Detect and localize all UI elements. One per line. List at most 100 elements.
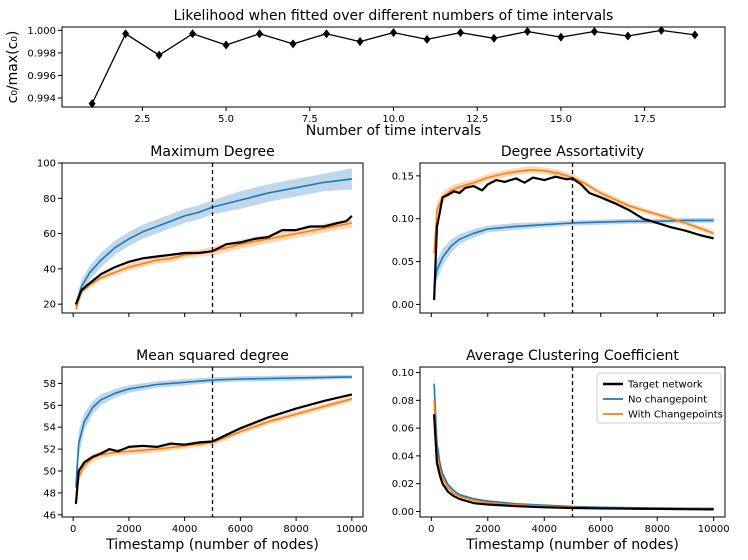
mean-squared-degree-line-withcp [75,398,353,504]
avg-clustering-ytick-label-3: 0.06 [392,424,414,435]
degree-assortativity-line-withcp [433,169,714,254]
likelihood-xtick-label-6: 17.5 [634,114,656,125]
mean-squared-degree-xtick-label-5: 10000 [336,524,368,535]
legend-label-nochange: No changepoint [628,395,707,406]
mean-squared-degree-ytick-label-4: 54 [43,423,56,434]
avg-clustering-xtick-label-5: 10000 [698,524,730,535]
avg-clustering-xtick-label-2: 4000 [532,524,557,535]
avg-clustering-line-target [433,414,714,511]
mean-squared-degree-line-target [74,393,353,504]
avg-clustering-xtick-label-0: 0 [428,524,434,535]
likelihood-point-7 [289,39,297,49]
legend-box [596,372,722,424]
likelihood-ylabel: c₀/max(c₀) [5,31,21,104]
mean-squared-degree-ytick-label-1: 48 [43,488,56,499]
legend-label-withcp: With Changepoints [628,410,723,421]
degree-assortativity-frame [419,162,726,314]
likelihood-xtick-label-4: 12.5 [466,114,488,125]
degree-assortativity-line-nochange [433,219,714,288]
likelihood-xtick-label-1: 5.0 [218,114,234,125]
likelihood-point-8 [323,29,331,39]
mean-squared-degree-ytick-label-6: 58 [43,379,56,390]
likelihood-xlabel: Number of time intervals [306,123,481,139]
likelihood-ytick-label-0: 0.994 [27,93,56,104]
mean-squared-degree-ytick-label-3: 52 [43,445,56,456]
avg-clustering-ytick-label-2: 0.04 [392,451,414,462]
likelihood-point-3 [155,50,163,60]
degree-assortativity-plot-area [433,166,714,301]
likelihood-point-6 [256,29,264,39]
likelihood-panel: 2.5 5.0 7.5 10.0 12.5 15.0 17.5 0.994 0.996 0.998… [5,8,726,139]
mean-squared-degree-title: Mean squared degree [136,348,289,364]
likelihood-point-15 [557,32,565,42]
likelihood-point-12 [456,28,464,38]
degree-assortativity-title: Degree Assortativity [501,144,644,160]
degree-assortativity-ytick-label-0: 0.00 [392,300,414,311]
likelihood-point-19 [691,30,699,40]
mean-squared-degree-ytick-label-0: 46 [43,510,56,521]
max-degree-title: Maximum Degree [150,144,274,160]
avg-clustering-ytick-label-0: 0.00 [392,507,414,518]
mean-squared-degree-xtick-label-4: 8000 [283,524,308,535]
likelihood-ytick-label-2: 0.998 [27,48,56,59]
avg-clustering-frame [419,366,726,518]
mean-squared-degree-xtick-label-2: 4000 [172,524,197,535]
degree-assortativity-ytick-label-3: 0.15 [392,171,414,182]
likelihood-point-9 [356,37,364,47]
likelihood-point-10 [390,28,397,38]
likelihood-point-18 [657,25,665,35]
avg-clustering-xtick-label-3: 6000 [588,524,613,535]
degree-assortativity-panel: 0.00 0.05 0.10 0.15 Degree Assortativity [392,144,726,317]
avg-clustering-xtick-label-1: 2000 [475,524,500,535]
likelihood-point-5 [222,40,230,50]
avg-clustering-legend: Target network No changepoint With Changep… [596,372,723,424]
legend-label-target: Target network [627,380,703,391]
avg-clustering-panel: 0 2000 4000 6000 8000 10000 0.00 0.02 0.04 0.06 0.… [392,348,730,553]
max-degree-ytick-label-4: 100 [37,159,56,170]
mean-squared-degree-xtick-label-1: 2000 [116,524,141,535]
likelihood-xtick-label-5: 15.0 [550,114,572,125]
avg-clustering-xlabel: Timestamp (number of nodes) [465,537,679,553]
likelihood-xtick-label-3: 10.0 [382,114,404,125]
mean-squared-degree-ytick-label-5: 56 [43,401,56,412]
likelihood-point-2 [122,29,130,39]
max-degree-line-withcp [75,222,353,310]
mean-squared-degree-frame [61,366,364,518]
avg-clustering-title: Average Clustering Coefficient [466,348,679,364]
mean-squared-degree-ytick-label-2: 50 [43,467,56,478]
mean-squared-degree-plot-area [74,374,353,513]
likelihood-ytick-label-3: 1.000 [27,26,56,37]
likelihood-point-14 [523,27,531,37]
likelihood-point-13 [490,33,498,43]
avg-clustering-xtick-label-4: 8000 [644,524,669,535]
max-degree-frame [61,162,364,314]
mean-squared-degree-xlabel: Timestamp (number of nodes) [105,537,319,553]
max-degree-ytick-label-0: 20 [43,300,56,311]
likelihood-xtick-label-0: 2.5 [134,114,150,125]
avg-clustering-ytick-label-4: 0.08 [392,396,414,407]
max-degree-ytick-label-2: 60 [43,229,56,240]
likelihood-ytick-label-1: 0.996 [27,71,56,82]
mean-squared-degree-band-withcp [75,396,352,513]
degree-assortativity-ytick-label-2: 0.10 [392,214,414,225]
avg-clustering-band-withcp [434,393,714,510]
max-degree-line-target [74,215,353,305]
degree-assortativity-line-target [433,175,714,301]
avg-clustering-plot-area [433,375,714,511]
max-degree-plot-area [74,168,353,313]
mean-squared-degree-xtick-label-0: 0 [70,524,76,535]
likelihood-xtick-label-2: 7.5 [302,114,318,125]
likelihood-point-11 [423,34,431,44]
degree-assortativity-ytick-label-1: 0.05 [392,257,414,268]
max-degree-ytick-label-3: 80 [43,194,56,205]
max-degree-panel: 20 40 60 80 100 Maximum Degree [37,144,364,317]
likelihood-point-17 [624,31,632,41]
mean-squared-degree-line-nochange [75,376,352,488]
avg-clustering-ytick-label-5: 0.10 [392,368,414,379]
max-degree-line-nochange [75,178,352,307]
avg-clustering-ytick-label-1: 0.02 [392,479,414,490]
mean-squared-degree-panel: 0 2000 4000 6000 8000 10000 46 48 50 52 54 56 58 Mean… [43,348,367,553]
likelihood-title: Likelihood when fitted over different nu… [174,8,614,24]
mean-squared-degree-xtick-label-3: 6000 [228,524,253,535]
